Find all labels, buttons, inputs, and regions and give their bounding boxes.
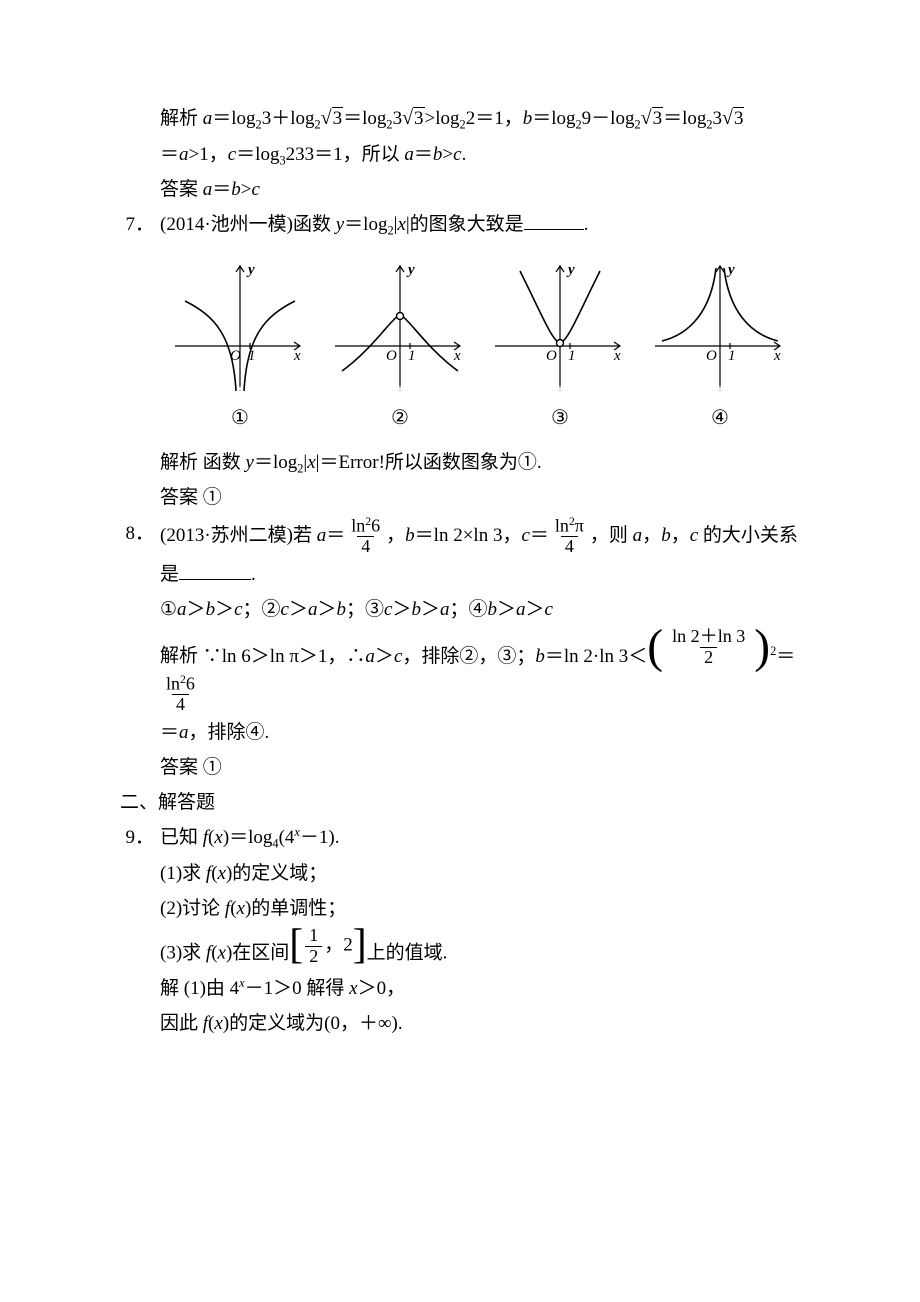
p8-analysis-1: 解析 ∵ln 6＞ln π＞1，∴a＞c，排除②，③；b＝ln 2·ln 3＜(… bbox=[160, 627, 800, 715]
svg-text:x: x bbox=[613, 348, 621, 364]
label-analysis: 解析 bbox=[160, 646, 198, 667]
p6-analysis-line1: 解析 a＝log23＋log23＝log233>log22＝1，b＝log29－… bbox=[160, 100, 800, 137]
section-2-heading: 二、解答题 bbox=[120, 785, 800, 820]
graph-1: O1 x y bbox=[170, 256, 310, 396]
q8-text-l1: (2013·苏州二模)若 a＝ln264，b＝ln 2×ln 3，c＝ln2π4… bbox=[160, 516, 800, 557]
svg-text:1: 1 bbox=[248, 348, 256, 364]
label-answer: 答案 bbox=[160, 179, 198, 200]
q7-text: (2014·池州一模)函数 y＝log2|x|的图象大致是. bbox=[160, 207, 800, 242]
p7-answer: 答案 ① bbox=[160, 480, 800, 515]
p6-answer: 答案 a＝b>c bbox=[160, 172, 800, 207]
svg-text:x: x bbox=[453, 348, 461, 364]
p8-answer: 答案 ① bbox=[160, 750, 800, 785]
q9-sol-2: 因此 f(x)的定义域为(0，＋∞). bbox=[160, 1006, 800, 1041]
graph-4: O1 x y bbox=[650, 256, 790, 396]
svg-text:x: x bbox=[293, 348, 301, 364]
q8: 8． (2013·苏州二模)若 a＝ln264，b＝ln 2×ln 3，c＝ln… bbox=[120, 516, 800, 786]
graph-2: O1 x y bbox=[330, 256, 470, 396]
svg-text:x: x bbox=[773, 348, 781, 364]
svg-text:y: y bbox=[566, 262, 575, 278]
svg-text:y: y bbox=[726, 262, 735, 278]
p8-analysis-2: ＝a，排除④. bbox=[160, 715, 800, 750]
graph-label-4: ④ bbox=[650, 400, 790, 437]
svg-text:1: 1 bbox=[568, 348, 576, 364]
svg-text:O: O bbox=[706, 348, 717, 364]
svg-text:1: 1 bbox=[408, 348, 416, 364]
graph-label-1: ① bbox=[170, 400, 310, 437]
q9-sub2: (2)讨论 f(x)的单调性； bbox=[160, 891, 800, 926]
label-analysis: 解析 bbox=[160, 452, 198, 473]
svg-text:y: y bbox=[246, 262, 255, 278]
q9-sol-1: 解 (1)由 4x－1＞0 解得 x＞0， bbox=[160, 971, 800, 1006]
svg-text:y: y bbox=[406, 262, 415, 278]
q7-graph-labels: ① ② ③ ④ bbox=[160, 400, 800, 437]
svg-text:O: O bbox=[386, 348, 397, 364]
q7-number: 7． bbox=[120, 207, 160, 242]
q9: 9． 已知 f(x)＝log4(4x－1). (1)求 f(x)的定义域； (2… bbox=[120, 820, 800, 1040]
q7: 7． (2014·池州一模)函数 y＝log2|x|的图象大致是. bbox=[120, 207, 800, 242]
q8-options: ①a＞b＞c；②c＞a＞b；③c＞b＞a；④b＞a＞c bbox=[160, 592, 800, 627]
svg-text:O: O bbox=[230, 348, 241, 364]
q7-graphs: O1xy O1xy O1xy O1xy bbox=[160, 256, 800, 396]
q8-text-l2: 是. bbox=[160, 557, 800, 592]
label-analysis: 解析 bbox=[160, 108, 198, 129]
q8-number: 8． bbox=[120, 516, 160, 551]
graph-3: O1 x y bbox=[490, 256, 630, 396]
p7-analysis: 解析 函数 y＝log2|x|＝Error!所以函数图象为①. bbox=[160, 445, 800, 480]
graph-label-2: ② bbox=[330, 400, 470, 437]
svg-text:1: 1 bbox=[728, 348, 736, 364]
label-solution: 解 bbox=[160, 978, 179, 999]
label-answer: 答案 bbox=[160, 487, 198, 508]
p6-analysis-line2: ＝a>1，c＝log3233＝1，所以 a＝b>c. bbox=[160, 137, 800, 172]
label-answer: 答案 bbox=[160, 757, 198, 778]
graph-label-3: ③ bbox=[490, 400, 630, 437]
svg-text:O: O bbox=[546, 348, 557, 364]
q9-sub1: (1)求 f(x)的定义域； bbox=[160, 856, 800, 891]
q9-number: 9． bbox=[120, 820, 160, 855]
q9-prompt: 已知 f(x)＝log4(4x－1). bbox=[160, 820, 800, 855]
q9-sub3: (3)求 f(x)在区间[12，2]上的值域. bbox=[160, 926, 800, 971]
